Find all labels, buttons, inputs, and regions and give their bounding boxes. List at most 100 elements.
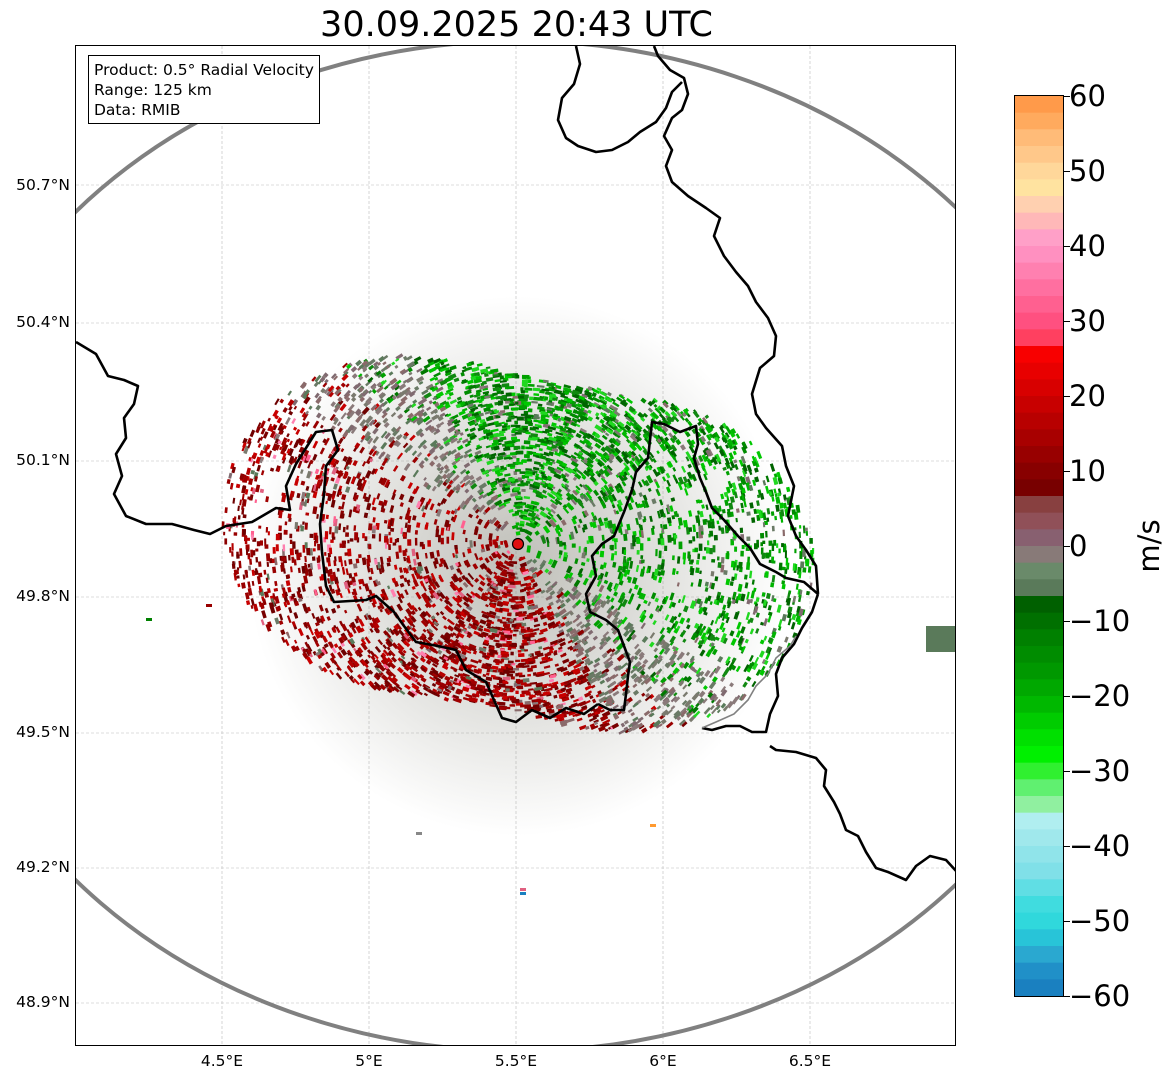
velocity-gate	[395, 353, 404, 360]
velocity-gate	[451, 532, 455, 541]
velocity-gate	[338, 556, 343, 563]
radar-map[interactable]	[75, 45, 956, 1046]
velocity-gate	[653, 478, 658, 483]
velocity-gate	[411, 548, 416, 557]
velocity-gate	[340, 448, 345, 453]
velocity-gate	[671, 445, 677, 452]
velocity-gate	[671, 555, 675, 561]
velocity-gate	[660, 718, 667, 725]
velocity-gate	[264, 544, 269, 549]
velocity-gate	[714, 436, 720, 443]
velocity-gate	[739, 527, 744, 534]
velocity-gate	[660, 687, 667, 694]
velocity-gate	[464, 559, 471, 568]
velocity-gate	[308, 405, 313, 410]
velocity-gate	[244, 569, 249, 578]
velocity-gate	[765, 530, 768, 538]
velocity-gate	[733, 573, 738, 581]
velocity-gate	[741, 508, 745, 513]
velocity-gate	[511, 596, 519, 601]
velocity-gate	[588, 569, 595, 579]
velocity-gate	[393, 564, 398, 570]
velocity-gate	[508, 508, 514, 513]
velocity-gate	[716, 520, 720, 525]
velocity-gate	[712, 695, 719, 702]
velocity-gate	[305, 485, 310, 492]
velocity-gate	[424, 424, 433, 432]
velocity-gate	[687, 420, 693, 427]
velocity-gate	[503, 405, 510, 410]
velocity-gate	[698, 628, 705, 637]
velocity-gate	[474, 422, 479, 427]
velocity-gate	[427, 540, 431, 547]
velocity-gate	[705, 434, 712, 441]
velocity-gate	[413, 607, 418, 613]
velocity-gate	[644, 694, 652, 702]
velocity-gate	[242, 574, 246, 580]
velocity-gate	[436, 550, 440, 557]
velocity-gate	[787, 592, 791, 599]
velocity-gate	[593, 619, 601, 627]
velocity-gate	[666, 460, 674, 469]
velocity-gate	[287, 448, 294, 457]
velocity-gate	[415, 552, 420, 560]
velocity-gate	[379, 683, 387, 691]
velocity-gate	[247, 496, 252, 500]
velocity-gate	[343, 462, 349, 471]
velocity-gate	[671, 645, 677, 651]
velocity-gate	[250, 549, 254, 558]
velocity-gate	[777, 477, 784, 485]
velocity-gate	[682, 638, 687, 643]
velocity-gate	[713, 534, 718, 541]
velocity-gate	[525, 691, 531, 696]
velocity-gate	[460, 482, 466, 488]
velocity-gate	[250, 469, 256, 475]
velocity-gate	[575, 385, 584, 392]
velocity-gate	[282, 407, 288, 414]
velocity-gate	[287, 513, 292, 519]
velocity-gate	[388, 531, 391, 536]
velocity-gate	[766, 507, 771, 515]
velocity-gate	[317, 563, 321, 570]
velocity-gate	[754, 476, 760, 483]
velocity-gate	[489, 584, 497, 591]
velocity-gate	[291, 556, 295, 564]
velocity-gate	[245, 548, 249, 556]
velocity-gate	[231, 563, 236, 569]
velocity-gate	[508, 665, 512, 669]
velocity-gate	[504, 400, 510, 404]
velocity-gate	[596, 574, 602, 581]
velocity-gate	[563, 682, 572, 688]
velocity-gate	[274, 580, 278, 587]
velocity-gate	[262, 431, 269, 439]
velocity-gate	[575, 468, 584, 476]
velocity-gate	[563, 551, 568, 558]
velocity-gate	[526, 594, 535, 600]
velocity-gate	[324, 531, 329, 540]
velocity-gate	[576, 639, 582, 645]
velocity-gate	[529, 396, 534, 401]
velocity-gate	[510, 483, 516, 487]
velocity-gate	[249, 429, 256, 438]
velocity-gate	[446, 450, 453, 457]
velocity-gate	[423, 392, 432, 400]
velocity-gate	[347, 403, 355, 412]
velocity-gate	[270, 598, 276, 607]
velocity-gate	[524, 700, 531, 705]
velocity-gate	[383, 519, 388, 524]
velocity-gate	[524, 649, 529, 652]
velocity-gate	[380, 674, 389, 682]
velocity-gate	[543, 451, 550, 457]
velocity-gate	[601, 412, 607, 418]
velocity-gate	[758, 509, 762, 518]
velocity-gate	[677, 517, 683, 526]
velocity-gate	[524, 421, 533, 425]
velocity-gate	[434, 474, 442, 483]
velocity-gate	[712, 545, 716, 553]
velocity-gate	[555, 703, 564, 710]
velocity-gate	[509, 704, 516, 707]
velocity-gate	[755, 597, 760, 603]
velocity-gate	[697, 519, 701, 527]
velocity-gate	[332, 536, 336, 540]
velocity-gate	[523, 401, 532, 406]
